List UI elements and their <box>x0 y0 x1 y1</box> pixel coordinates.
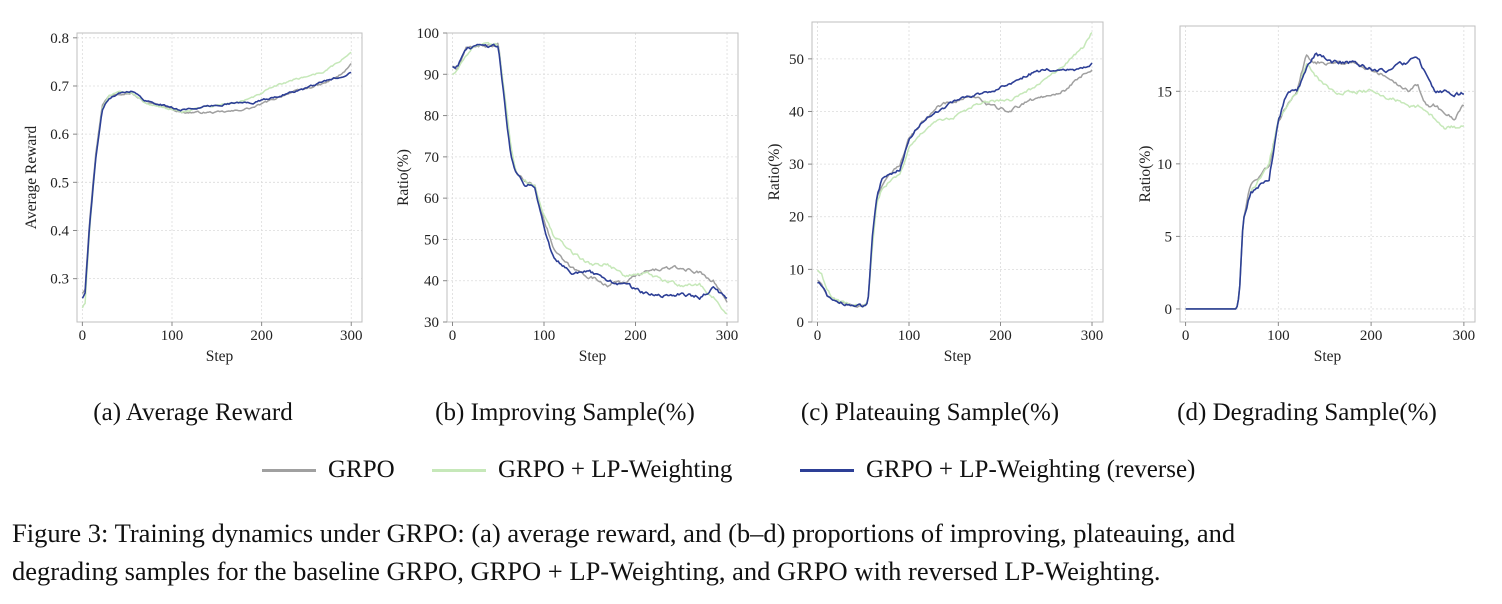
x-tick-label: 300 <box>1453 328 1476 344</box>
x-tick-label: 100 <box>1267 328 1290 344</box>
series-line-lp <box>451 41 728 315</box>
x-tick-label: 0 <box>79 328 87 344</box>
y-tick-label: 15 <box>1157 84 1172 100</box>
x-tick-label: 300 <box>1081 328 1104 344</box>
x-tick-label: 100 <box>161 328 184 344</box>
y-tick-label: 80 <box>424 109 439 125</box>
x-tick-label: 200 <box>624 328 647 344</box>
y-axis-label: Average Reward <box>23 126 40 230</box>
x-tick-label: 200 <box>1360 328 1383 344</box>
y-tick-label: 30 <box>789 157 804 173</box>
chart-panel-4: 0 100 200 300 0 5 10 15 Step Ratio(%) (d) Degradin… <box>1137 25 1476 426</box>
legend-label-grpo: GRPO <box>328 456 395 483</box>
x-axis-label: Step <box>579 348 607 365</box>
plot-frame <box>1179 25 1476 323</box>
plot-frame <box>76 32 363 323</box>
y-tick-label: 50 <box>789 52 804 68</box>
x-tick-label: 300 <box>340 328 363 344</box>
y-tick-label: 0.3 <box>50 272 69 288</box>
y-tick-label: 5 <box>1165 229 1173 245</box>
legend-item-rev: GRPO + LP-Weighting (reverse) <box>800 448 1195 492</box>
y-axis-label: Ratio(%) <box>1137 146 1154 203</box>
x-axis-label: Step <box>1314 348 1342 365</box>
chart-panel-1: 0 100 200 300 0.3 0.4 0.5 0.6 0.7 0.8 Step Average … <box>23 31 363 426</box>
series-line-lp <box>816 31 1093 308</box>
series-line-rev <box>817 62 1093 308</box>
y-tick-label: 60 <box>424 191 439 207</box>
legend-swatch-rev <box>800 468 854 472</box>
y-tick-label: 0.8 <box>50 31 69 47</box>
x-tick-label: 200 <box>250 328 273 344</box>
chart-panel-3: 0 100 200 300 0 10 20 30 40 50 Step Ratio(%) (c) Pla… <box>766 21 1104 426</box>
y-tick-label: 30 <box>424 315 439 331</box>
x-axis-label: Step <box>944 348 972 365</box>
y-tick-label: 50 <box>424 232 439 248</box>
y-tick-label: 90 <box>424 67 439 83</box>
plot-frame <box>811 21 1104 323</box>
x-tick-label: 300 <box>716 328 739 344</box>
y-tick-label: 70 <box>424 150 439 166</box>
plot-frame <box>446 32 739 323</box>
y-tick-label: 10 <box>1157 157 1172 173</box>
legend-item-lp: GRPO + LP-Weighting <box>432 448 732 492</box>
series-line-lp <box>81 51 352 309</box>
caption-line-1: Figure 3: Training dynamics under GRPO: … <box>12 518 1236 548</box>
y-tick-label: 20 <box>789 210 804 226</box>
x-tick-label: 100 <box>898 328 921 344</box>
y-tick-label: 0.7 <box>50 79 69 95</box>
y-tick-label: 10 <box>789 262 804 278</box>
y-tick-label: 0.4 <box>50 223 69 239</box>
series-line-rev <box>1185 52 1465 310</box>
legend-swatch-lp <box>432 468 486 472</box>
x-tick-label: 100 <box>533 328 556 344</box>
y-tick-label: 0 <box>1165 302 1173 318</box>
x-tick-label: 0 <box>1182 328 1190 344</box>
y-axis-label: Ratio(%) <box>395 149 412 206</box>
y-tick-label: 0.5 <box>50 175 69 191</box>
legend-item-grpo: GRPO <box>262 448 395 492</box>
legend: GRPO GRPO + LP-Weighting GRPO + LP-Weigh… <box>0 448 1502 492</box>
legend-label-lp: GRPO + LP-Weighting <box>498 456 733 483</box>
series-line-lp <box>1185 63 1465 310</box>
subcaption: (c) Plateauing Sample(%) <box>801 399 1059 426</box>
series-line-grpo <box>81 63 352 294</box>
x-tick-label: 0 <box>814 328 822 344</box>
subcaption: (a) Average Reward <box>93 399 293 426</box>
legend-label-rev: GRPO + LP-Weighting (reverse) <box>866 456 1196 483</box>
y-tick-label: 100 <box>417 26 440 42</box>
x-tick-label: 200 <box>989 328 1012 344</box>
series-line-grpo <box>817 69 1093 308</box>
y-tick-label: 40 <box>424 274 439 290</box>
y-tick-label: 0 <box>797 315 805 331</box>
y-axis-label: Ratio(%) <box>766 144 783 201</box>
figure-caption: Figure 3: Training dynamics under GRPO: … <box>12 514 1492 590</box>
subcaption: (b) Improving Sample(%) <box>435 399 695 426</box>
caption-line-2: degrading samples for the baseline GRPO,… <box>12 556 1161 586</box>
y-tick-label: 40 <box>789 104 804 120</box>
x-axis-label: Step <box>206 348 234 365</box>
y-tick-label: 0.6 <box>50 127 69 143</box>
series-line-grpo <box>1185 54 1465 310</box>
x-tick-label: 0 <box>449 328 457 344</box>
chart-panel-2: 0 100 200 300 30 40 50 60 70 80 90 100 Step Ratio(%) (… <box>395 26 739 426</box>
series-line-rev <box>452 43 728 301</box>
subcaption: (d) Degrading Sample(%) <box>1177 399 1437 426</box>
series-line-rev <box>81 71 352 299</box>
legend-swatch-grpo <box>262 468 316 472</box>
